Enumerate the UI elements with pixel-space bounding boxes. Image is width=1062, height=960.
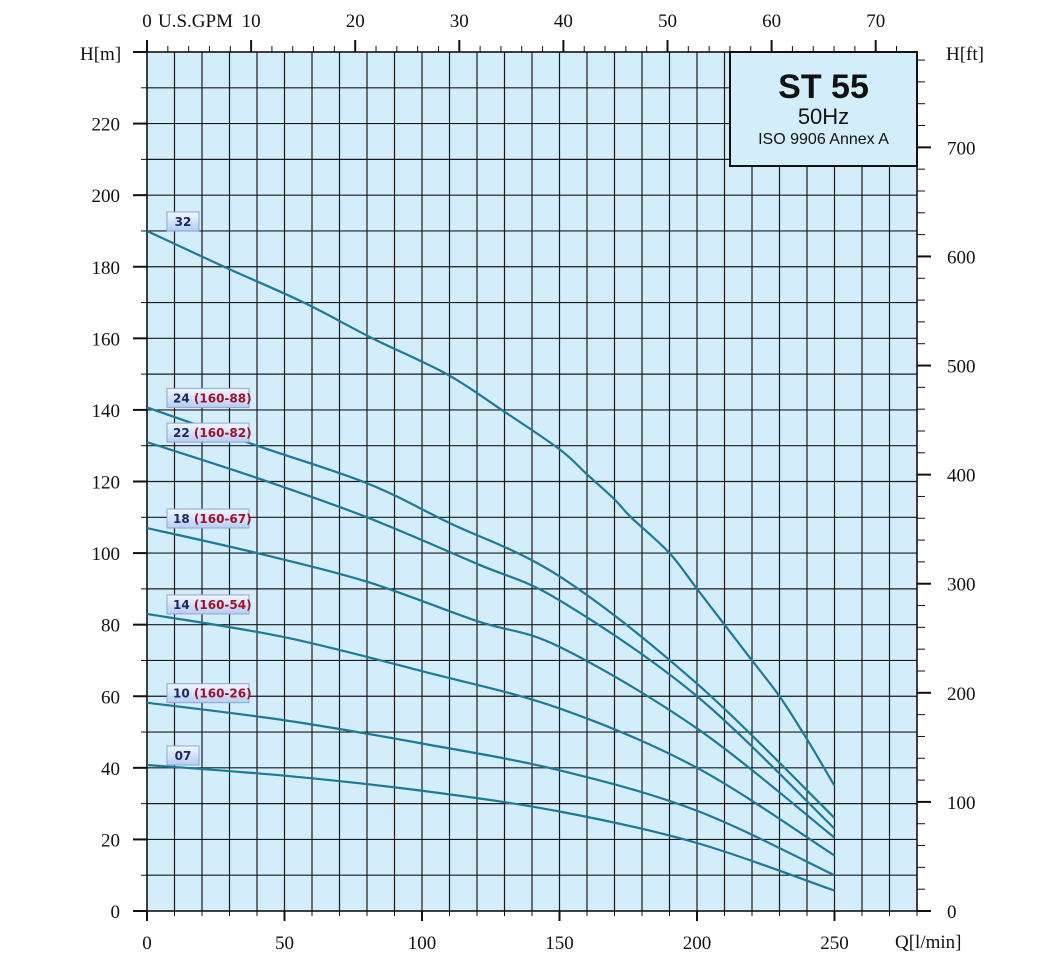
curve-label-14: 14 (160-54) xyxy=(166,594,252,615)
model-code: (160-67) xyxy=(190,512,252,526)
y-tick-label: 0 xyxy=(111,902,121,923)
curve-label-32: 32 xyxy=(166,211,200,232)
x-axis-label: Q[l/min] xyxy=(895,932,962,953)
stage-count: 18 xyxy=(173,512,190,526)
label-text: 24 (160-88) xyxy=(173,391,252,405)
model-code: (160-82) xyxy=(190,426,252,440)
label-box xyxy=(166,211,200,232)
x2-axis-label: U.S.GPM xyxy=(158,11,233,32)
stage-count: 32 xyxy=(175,215,192,229)
label-box xyxy=(166,745,200,766)
stage-count: 07 xyxy=(175,749,192,763)
chart-subtitle: 50Hz xyxy=(798,104,849,129)
curve-10 xyxy=(146,701,835,877)
y2-axis-label: H[ft] xyxy=(946,44,984,65)
y-tick-label: 40 xyxy=(101,759,120,780)
label-box xyxy=(166,387,250,408)
y-tick-label: 180 xyxy=(92,258,121,279)
x-tick-label: 250 xyxy=(820,933,849,954)
x2-tick-label: 10 xyxy=(242,11,261,32)
x2-tick-label: 50 xyxy=(658,11,677,32)
y2-tick-label: 600 xyxy=(947,247,976,268)
stage-count: 10 xyxy=(173,687,190,701)
model-code: (160-88) xyxy=(190,391,252,405)
stage-count: 14 xyxy=(173,598,190,612)
y-tick-label: 80 xyxy=(101,616,120,637)
label-text: 10 (160-26) xyxy=(173,687,252,701)
label-text: 32 xyxy=(175,215,192,229)
y-axis-label: H[m] xyxy=(80,44,121,65)
stage-count: 22 xyxy=(173,426,190,440)
x2-tick-label: 40 xyxy=(554,11,573,32)
y2-tick-label: 700 xyxy=(947,138,976,159)
x-tick-label: 50 xyxy=(275,933,294,954)
curve-label-18: 18 (160-67) xyxy=(166,508,252,529)
curve-18 xyxy=(146,526,836,839)
x2-tick-label: 60 xyxy=(762,11,781,32)
y-tick-label: 120 xyxy=(92,473,121,494)
y2-tick-label: 500 xyxy=(947,357,976,378)
y-tick-label: 60 xyxy=(101,687,120,708)
label-box xyxy=(166,422,250,443)
curve-labels: 32 24 (160-88) 22 (160-82) 18 (160-67) 14 (1… xyxy=(166,211,252,766)
y-tick-label: 140 xyxy=(92,401,121,422)
label-box xyxy=(166,683,250,704)
y-tick-label: 200 xyxy=(92,186,121,207)
x-tick-label: 0 xyxy=(142,933,152,954)
chart-note: ISO 9906 Annex A xyxy=(758,131,889,148)
label-box xyxy=(166,508,250,529)
curve-07 xyxy=(146,763,835,892)
curve-22 xyxy=(146,441,836,830)
y2-tick-label: 200 xyxy=(947,684,976,705)
y-tick-label: 160 xyxy=(92,329,121,350)
x2-tick-label: 20 xyxy=(346,11,365,32)
curve-24 xyxy=(146,406,836,819)
curve-label-22: 22 (160-82) xyxy=(166,422,252,443)
y2-tick-label: 0 xyxy=(947,902,957,923)
curves xyxy=(146,229,836,892)
chart-title: ST 55 xyxy=(778,68,869,106)
label-text: 18 (160-67) xyxy=(173,512,252,526)
axes: 0 50 100 150 200 2500204060801001201401601802… xyxy=(92,11,976,954)
y-tick-label: 220 xyxy=(92,115,121,136)
title-box: ST 55 50Hz ISO 9906 Annex A xyxy=(729,51,918,167)
label-box xyxy=(166,594,250,615)
y2-tick-label: 100 xyxy=(947,793,976,814)
y-tick-label: 20 xyxy=(101,830,120,851)
label-text: 14 (160-54) xyxy=(173,598,252,612)
curve-14 xyxy=(146,612,836,857)
y-tick-label: 100 xyxy=(92,544,121,565)
y2-tick-label: 400 xyxy=(947,466,976,487)
model-code: (160-26) xyxy=(190,687,252,701)
curve-label-10: 10 (160-26) xyxy=(166,683,252,704)
y2-tick-label: 300 xyxy=(947,575,976,596)
model-code: (160-54) xyxy=(190,598,252,612)
curve-label-07: 07 xyxy=(166,745,200,766)
x-tick-label: 150 xyxy=(545,933,574,954)
label-text: 22 (160-82) xyxy=(173,426,252,440)
x-tick-label: 200 xyxy=(683,933,712,954)
x-tick-label: 100 xyxy=(408,933,437,954)
curve-label-24: 24 (160-88) xyxy=(166,387,252,408)
curve-32 xyxy=(146,229,836,787)
x2-tick-label: 70 xyxy=(866,11,885,32)
x2-tick-label: 0 xyxy=(142,11,152,32)
label-text: 07 xyxy=(175,749,192,763)
stage-count: 24 xyxy=(173,391,190,405)
x2-tick-label: 30 xyxy=(450,11,469,32)
